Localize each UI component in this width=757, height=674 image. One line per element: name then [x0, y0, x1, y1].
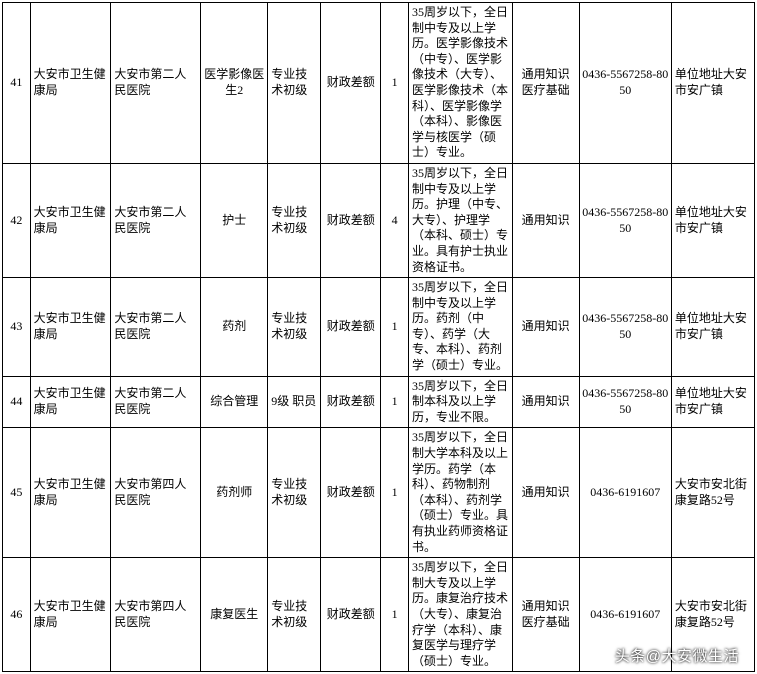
watermark-text: 头条@大安微生活	[615, 645, 739, 666]
table-row: 42大安市卫生健康局大安市第二人民医院护士专业技术初级财政差额435周岁以下，全…	[3, 163, 755, 277]
level-cell: 9级 职员	[268, 376, 321, 428]
phone-cell: 0436-6191607	[579, 428, 671, 558]
phone-cell: 0436-5567258-8050	[579, 376, 671, 428]
level-cell: 专业技术初级	[268, 428, 321, 558]
row-index: 45	[3, 428, 31, 558]
address-cell: 单位地址大安市安广镇	[671, 163, 754, 277]
row-index: 44	[3, 376, 31, 428]
department-cell: 大安市卫生健康局	[30, 3, 111, 164]
level-cell: 专业技术初级	[268, 558, 321, 672]
count-cell: 1	[381, 278, 409, 377]
count-cell: 1	[381, 558, 409, 672]
count-cell: 4	[381, 163, 409, 277]
position-cell: 护士	[201, 163, 268, 277]
position-cell: 康复医生	[201, 558, 268, 672]
funding-cell: 财政差额	[321, 3, 381, 164]
subject-cell: 通用知识 医疗基础	[512, 558, 579, 672]
subject-cell: 通用知识	[512, 163, 579, 277]
funding-cell: 财政差额	[321, 428, 381, 558]
count-cell: 1	[381, 3, 409, 164]
requirement-cell: 35周岁以下，全日制大专及以上学历。康复治疗技术（大专）、康复治疗学（本科）、康…	[408, 558, 512, 672]
subject-cell: 通用知识 医疗基础	[512, 3, 579, 164]
requirement-cell: 35周岁以下，全日制中专及以上学历。护理（中专、大专）、护理学（本科、硕士）专业…	[408, 163, 512, 277]
phone-cell: 0436-5567258-8050	[579, 3, 671, 164]
phone-cell: 0436-5567258-8050	[579, 163, 671, 277]
subject-cell: 通用知识	[512, 428, 579, 558]
level-cell: 专业技术初级	[268, 3, 321, 164]
funding-cell: 财政差额	[321, 278, 381, 377]
requirement-cell: 35周岁以下，全日制本科及以上学历，专业不限。	[408, 376, 512, 428]
level-cell: 专业技术初级	[268, 278, 321, 377]
department-cell: 大安市卫生健康局	[30, 278, 111, 377]
department-cell: 大安市卫生健康局	[30, 428, 111, 558]
subject-cell: 通用知识	[512, 376, 579, 428]
address-cell: 大安市安北街康复路52号	[671, 428, 754, 558]
requirement-cell: 35周岁以下，全日制中专及以上学历。医学影像技术（中专）、医学影像技术（大专）、…	[408, 3, 512, 164]
position-cell: 药剂	[201, 278, 268, 377]
position-cell: 综合管理	[201, 376, 268, 428]
funding-cell: 财政差额	[321, 376, 381, 428]
table-body: 41大安市卫生健康局大安市第二人民医院医学影像医生2专业技术初级财政差额135周…	[3, 3, 755, 672]
level-cell: 专业技术初级	[268, 163, 321, 277]
requirement-cell: 35周岁以下，全日制中专及以上学历。药剂（中专）、药学（大专、本科）、药剂学（硕…	[408, 278, 512, 377]
row-index: 46	[3, 558, 31, 672]
department-cell: 大安市卫生健康局	[30, 558, 111, 672]
unit-cell: 大安市第二人民医院	[111, 3, 201, 164]
unit-cell: 大安市第四人民医院	[111, 428, 201, 558]
phone-cell: 0436-5567258-8050	[579, 278, 671, 377]
department-cell: 大安市卫生健康局	[30, 163, 111, 277]
address-cell: 单位地址大安市安广镇	[671, 376, 754, 428]
unit-cell: 大安市第四人民医院	[111, 558, 201, 672]
subject-cell: 通用知识	[512, 278, 579, 377]
unit-cell: 大安市第二人民医院	[111, 376, 201, 428]
count-cell: 1	[381, 376, 409, 428]
recruitment-table: 41大安市卫生健康局大安市第二人民医院医学影像医生2专业技术初级财政差额135周…	[2, 2, 755, 672]
requirement-cell: 35周岁以下，全日制大学本科及以上学历。药学（本科）、药物制剂（本科）、药剂学（…	[408, 428, 512, 558]
position-cell: 医学影像医生2	[201, 3, 268, 164]
unit-cell: 大安市第二人民医院	[111, 278, 201, 377]
table-row: 41大安市卫生健康局大安市第二人民医院医学影像医生2专业技术初级财政差额135周…	[3, 3, 755, 164]
funding-cell: 财政差额	[321, 558, 381, 672]
unit-cell: 大安市第二人民医院	[111, 163, 201, 277]
table-row: 44大安市卫生健康局大安市第二人民医院综合管理9级 职员财政差额135周岁以下，…	[3, 376, 755, 428]
department-cell: 大安市卫生健康局	[30, 376, 111, 428]
row-index: 41	[3, 3, 31, 164]
count-cell: 1	[381, 428, 409, 558]
table-row: 43大安市卫生健康局大安市第二人民医院药剂专业技术初级财政差额135周岁以下，全…	[3, 278, 755, 377]
row-index: 42	[3, 163, 31, 277]
funding-cell: 财政差额	[321, 163, 381, 277]
row-index: 43	[3, 278, 31, 377]
table-row: 45大安市卫生健康局大安市第四人民医院药剂师专业技术初级财政差额135周岁以下，…	[3, 428, 755, 558]
position-cell: 药剂师	[201, 428, 268, 558]
address-cell: 单位地址大安市安广镇	[671, 3, 754, 164]
address-cell: 单位地址大安市安广镇	[671, 278, 754, 377]
